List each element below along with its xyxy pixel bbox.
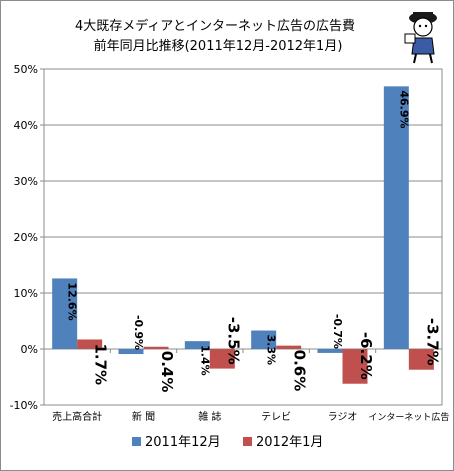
bar	[408, 349, 434, 370]
legend-label: 2011年12月	[145, 435, 221, 450]
data-label: 3.3%	[265, 335, 278, 366]
chart-subtitle: 前年同月比推移(2011年12月-2012年1月)	[94, 38, 343, 54]
bar	[383, 86, 409, 350]
x-tick-label: 売上高合計	[52, 410, 102, 423]
data-label: -3.7%	[423, 318, 441, 366]
bar	[118, 349, 144, 355]
bar	[209, 349, 235, 369]
data-label: -6.2%	[357, 332, 375, 380]
data-label: 0.6%	[291, 350, 309, 392]
x-tick-label: 新 聞	[132, 410, 155, 423]
data-label: 1.7%	[92, 343, 110, 385]
y-tick-label: 0%	[21, 343, 38, 356]
data-label: 12.6%	[66, 282, 79, 320]
data-label: -3.5%	[224, 317, 242, 365]
data-label: 0.4%	[158, 351, 176, 393]
bar	[77, 339, 103, 349]
y-tick-label: -10%	[10, 399, 38, 412]
bar	[317, 349, 343, 353]
chart-title: 4大既存メディアとインターネット広告の広告費	[75, 18, 355, 34]
x-tick-label: テレビ	[261, 411, 291, 423]
x-tick-label: インターネット広告	[368, 411, 449, 423]
bar	[251, 330, 277, 349]
y-tick-label: 40%	[14, 119, 38, 132]
y-tick-label: 10%	[14, 287, 38, 300]
data-label: 1.4%	[198, 345, 211, 376]
x-tick-label: 雑 誌	[198, 410, 221, 423]
legend-swatch	[243, 437, 252, 446]
legend-label: 2012年1月	[256, 435, 323, 450]
bar	[143, 346, 169, 349]
bar	[276, 345, 302, 349]
data-label: 46.9%	[397, 90, 410, 128]
bar	[184, 341, 210, 349]
bar	[52, 278, 78, 349]
legend-swatch	[132, 437, 141, 446]
x-tick-label: ラジオ	[328, 411, 358, 423]
data-label: -0.7%	[331, 314, 344, 349]
bar	[342, 349, 368, 384]
mascot-icon	[404, 12, 437, 64]
data-label: -0.9%	[132, 315, 145, 350]
y-tick-label: 50%	[14, 63, 38, 76]
y-tick-label: 20%	[14, 231, 38, 244]
y-tick-label: 30%	[14, 175, 38, 188]
